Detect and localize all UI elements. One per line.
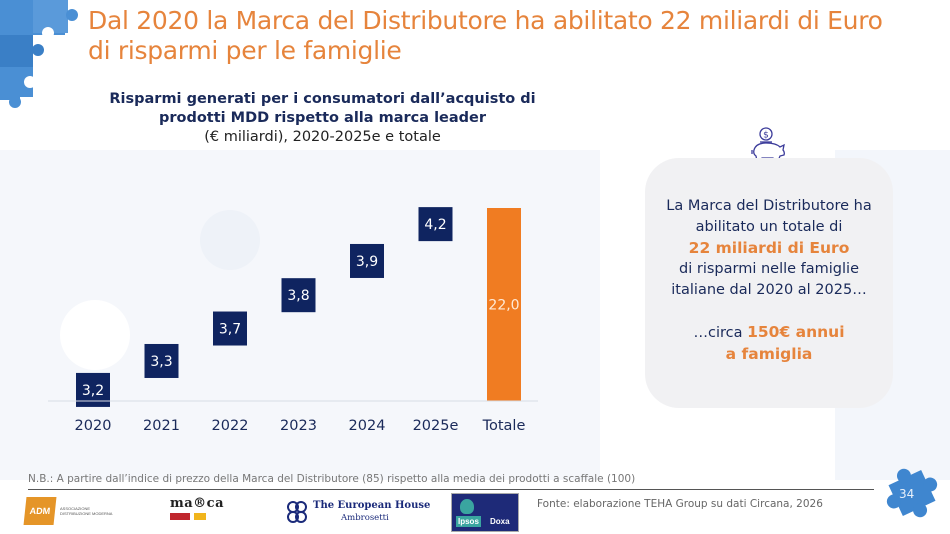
chart-title: Risparmi generati per i consumatori dall… <box>95 90 550 147</box>
piggy-bank-icon: $ <box>751 127 785 162</box>
ipsos-mark-icon <box>460 499 474 514</box>
bar-value-label: 3,7 <box>219 322 241 338</box>
chart-title-line1: Risparmi generati per i consumatori dall… <box>109 91 536 107</box>
x-tick-label: 2020 <box>75 418 112 434</box>
increment-bar <box>418 207 453 242</box>
increment-bar <box>144 343 179 378</box>
adm-logo: ADM <box>23 497 57 525</box>
x-tick-label: 2022 <box>212 418 249 434</box>
puzzle-decoration-icon <box>0 0 78 108</box>
teha-logo-line2: Ambrosetti <box>341 513 389 523</box>
x-tick-label: 2025e <box>413 418 459 434</box>
ipsos-label: Ipsos <box>456 516 481 527</box>
callout-highlight-family: a famiglia <box>725 345 813 363</box>
page-title-line2: di risparmi per le famiglie <box>88 36 402 65</box>
increment-bar <box>281 278 316 313</box>
bar-value-label: 3,3 <box>150 354 172 370</box>
increment-bar <box>213 311 247 346</box>
page-number-puzzle-icon <box>886 468 938 518</box>
marca-logo: ma®ca <box>170 496 230 526</box>
page-title: Dal 2020 la Marca del Distributore ha ab… <box>88 6 888 66</box>
marca-logo-sublogos <box>170 513 230 520</box>
x-tick-label: 2021 <box>143 418 180 434</box>
bar-value-label: 3,2 <box>82 383 104 399</box>
x-tick-label: 2023 <box>280 418 317 434</box>
bar-value-label: 22,0 <box>488 298 519 314</box>
callout-line2: abilitato un totale di <box>695 219 843 235</box>
increment-bar <box>350 243 384 278</box>
teha-mark-icon <box>287 501 307 523</box>
marca-logo-text: ma®ca <box>170 496 225 511</box>
background-shape <box>60 300 130 370</box>
callout-highlight-annual: 150€ annui <box>747 323 845 341</box>
svg-text:$: $ <box>763 131 769 141</box>
bar-value-label: 3,8 <box>287 288 309 304</box>
adm-logo-subtitle: ASSOCIAZIONE DISTRIBUZIONE MODERNA <box>60 506 113 516</box>
bar-value-label: 4,2 <box>424 217 446 233</box>
ipsos-doxa-logo: Ipsos Doxa <box>451 493 519 532</box>
page-number: 34 <box>899 487 915 501</box>
chart-subtitle: (€ miliardi), 2020-2025e e totale <box>204 129 441 145</box>
callout-line4: italiane dal 2020 al 2025… <box>671 282 867 298</box>
teha-logo-line1: The European House <box>313 500 431 511</box>
summary-callout: La Marca del Distributore ha abilitato u… <box>645 158 893 408</box>
footer-divider <box>28 489 874 490</box>
teha-logo: The European House Ambrosetti <box>285 500 435 524</box>
footnote: N.B.: A partire dall’indice di prezzo de… <box>28 473 636 485</box>
page-title-line1: Dal 2020 la Marca del Distributore ha ab… <box>88 6 883 35</box>
bar-value-label: 3,9 <box>356 254 378 270</box>
callout-annual-prefix: …circa <box>693 325 748 341</box>
x-tick-label: 2024 <box>349 418 386 434</box>
chart-title-line2: prodotti MDD rispetto alla marca leader <box>158 110 487 126</box>
callout-annual: …circa 150€ annui <box>645 322 893 344</box>
x-tick-label: Totale <box>482 418 526 434</box>
total-bar <box>487 208 521 401</box>
background-shape <box>200 210 260 270</box>
callout-line1: La Marca del Distributore ha <box>666 198 872 214</box>
source-note: Fonte: elaborazione TEHA Group su dati C… <box>537 498 823 510</box>
callout-line3: di risparmi nelle famiglie <box>679 261 859 277</box>
callout-highlight-total: 22 miliardi di Euro <box>688 239 850 257</box>
doxa-label: Doxa <box>490 517 510 526</box>
